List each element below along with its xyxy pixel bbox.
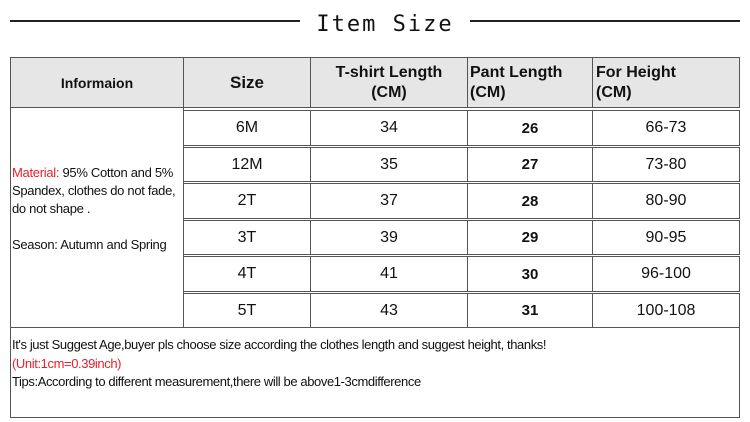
table-cell-pant: 30 [467,256,593,292]
table-cell-height: 66-73 [592,110,740,146]
footer-tips-note: Tips:According to different measurement,… [12,374,421,389]
table-cell-height: 80-90 [592,183,740,219]
table-cell-size: 12M [183,147,311,182]
table-cell-size: 4T [183,256,311,292]
table-cell-size: 5T [183,293,311,328]
page-title: Item Size [316,12,454,37]
table-cell-height: 90-95 [592,220,740,255]
footer-notes: It's just Suggest Age,buyer pls choose s… [12,336,547,392]
table-cell-pant: 28 [467,183,593,219]
table-cell-size: 3T [183,220,311,255]
table-cell-pant: 27 [467,147,593,182]
header-pant-length: Pant Length (CM) [467,57,593,108]
header-size: Size [183,57,311,108]
table-cell-tshirt: 34 [310,110,468,146]
table-cell-height: 100-108 [592,293,740,328]
header-for-height: For Height (CM) [592,57,740,108]
table-cell-tshirt: 37 [310,183,468,219]
table-cell-tshirt: 35 [310,147,468,182]
table-cell-tshirt: 43 [310,293,468,328]
season-text: Season: Autumn and Spring [12,237,167,252]
title-rule-left [10,20,300,22]
footer-suggest-note: It's just Suggest Age,buyer pls choose s… [12,337,547,352]
title-rule-right [470,20,740,22]
material-label: Material: [12,165,60,180]
header-tshirt-length: T-shirt Length (CM) [310,57,468,108]
table-cell-size: 6M [183,110,311,146]
table-cell-pant: 26 [467,110,593,146]
table-cell-tshirt: 41 [310,256,468,292]
table-cell-size: 2T [183,183,311,219]
header-info: Informaion [10,57,184,108]
info-text: Material: 95% Cotton and 5% Spandex, clo… [12,164,184,254]
table-cell-tshirt: 39 [310,220,468,255]
footer-unit-note: (Unit:1cm=0.39inch) [12,355,122,371]
material-text: 95% Cotton and 5% Spandex, clothes do no… [12,165,176,216]
table-cell-height: 73-80 [592,147,740,182]
table-cell-height: 96-100 [592,256,740,292]
footer-notes-box [10,327,740,418]
table-cell-pant: 31 [467,293,593,328]
table-cell-pant: 29 [467,220,593,255]
